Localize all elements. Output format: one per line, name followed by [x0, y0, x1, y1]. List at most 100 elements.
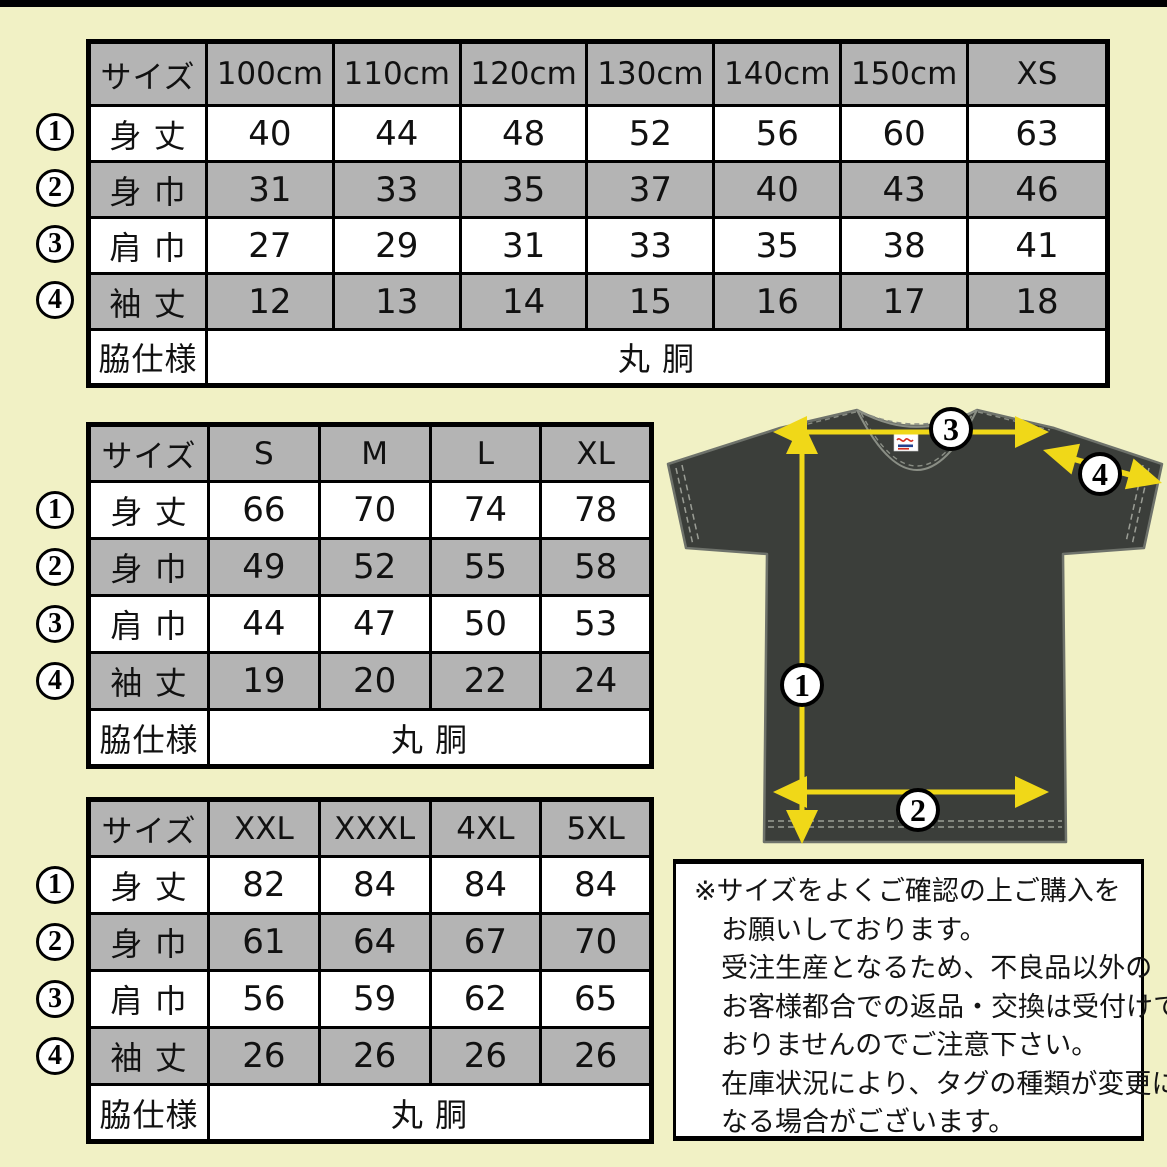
- measure-number-4: 4: [36, 1037, 74, 1075]
- value-cell: 22: [428, 651, 543, 711]
- value-cell: 64: [317, 912, 432, 972]
- measure-number-1: 1: [36, 113, 74, 151]
- measure-number-2: 2: [36, 169, 74, 207]
- value-cell: 59: [317, 969, 432, 1029]
- notice-line: 在庫状況により、タグの種類が変更に: [721, 1068, 1167, 1100]
- value-cell: 40: [712, 160, 843, 219]
- value-cell: 13: [331, 272, 462, 331]
- value-cell: 62: [428, 969, 543, 1029]
- value-cell: 46: [966, 160, 1109, 219]
- size-table-big: サイズ XXL XXXL 4XL 5XL 身 丈 82 84 84 84 身 巾 61 64 67 70 肩 …: [86, 797, 654, 1144]
- value-cell: 44: [331, 104, 462, 163]
- size-column-header: XL: [539, 423, 653, 483]
- diagram-measure-number-1: 1: [780, 663, 824, 707]
- value-cell: 43: [839, 160, 969, 219]
- value-cell: 60: [839, 104, 969, 163]
- value-cell: 31: [458, 216, 589, 275]
- size-header-label: サイズ: [87, 40, 208, 107]
- value-cell: 70: [317, 480, 432, 540]
- value-cell: 56: [207, 969, 321, 1029]
- size-table-adult: サイズ S M L XL 身 丈 66 70 74 78 身 巾 49 52 55 58 肩 巾 44 47 50 5…: [86, 422, 654, 769]
- value-cell: 24: [539, 651, 653, 711]
- footer-label-cell: 脇仕様: [87, 328, 208, 387]
- row-label-cell: 身 巾: [87, 537, 210, 597]
- value-cell: 35: [712, 216, 843, 275]
- notice-box: ※サイズをよくご確認の上ご購入を お願いしております。 受注生産となるため、不良品以…: [673, 859, 1167, 1141]
- value-cell: 49: [207, 537, 321, 597]
- value-cell: 84: [428, 855, 543, 915]
- value-cell: 20: [317, 651, 432, 711]
- top-border-bar: [0, 0, 1167, 7]
- size-column-header: 130cm: [585, 40, 716, 107]
- value-cell: 52: [317, 537, 432, 597]
- size-column-header: 110cm: [331, 40, 462, 107]
- size-column-header: L: [428, 423, 543, 483]
- value-cell: 26: [317, 1026, 432, 1086]
- value-cell: 26: [428, 1026, 543, 1086]
- notice-line: ※サイズをよくご確認の上ご購入を: [694, 876, 1121, 907]
- value-cell: 78: [539, 480, 653, 540]
- size-column-header: 4XL: [428, 798, 543, 858]
- row-label-cell: 肩 巾: [87, 969, 210, 1029]
- notice-line: お客様都合での返品・交換は受付けて: [721, 991, 1167, 1023]
- measure-number-1: 1: [36, 866, 74, 904]
- value-cell: 84: [317, 855, 432, 915]
- diagram-measure-number-4: 4: [1078, 452, 1122, 496]
- footer-value-cell: 丸 胴: [205, 328, 1109, 387]
- size-header-label: サイズ: [87, 798, 210, 858]
- diagram-measure-number-2: 2: [896, 788, 940, 832]
- measure-number-2: 2: [36, 923, 74, 961]
- row-label-cell: 身 丈: [87, 104, 208, 163]
- value-cell: 82: [207, 855, 321, 915]
- value-cell: 74: [428, 480, 543, 540]
- neck-tag: [893, 433, 919, 452]
- value-cell: 84: [539, 855, 653, 915]
- value-cell: 61: [207, 912, 321, 972]
- measure-number-3: 3: [36, 980, 74, 1018]
- size-column-header: XXL: [207, 798, 321, 858]
- value-cell: 19: [207, 651, 321, 711]
- size-column-header: M: [317, 423, 432, 483]
- value-cell: 66: [207, 480, 321, 540]
- footer-label-cell: 脇仕様: [87, 708, 210, 768]
- value-cell: 33: [331, 160, 462, 219]
- value-cell: 27: [205, 216, 335, 275]
- measure-number-2: 2: [36, 548, 74, 586]
- value-cell: 58: [539, 537, 653, 597]
- row-label-cell: 袖 丈: [87, 1026, 210, 1086]
- value-cell: 44: [207, 594, 321, 654]
- value-cell: 63: [966, 104, 1109, 163]
- size-column-header: XS: [966, 40, 1109, 107]
- measure-number-3: 3: [36, 605, 74, 643]
- value-cell: 26: [539, 1026, 653, 1086]
- row-label-cell: 身 丈: [87, 855, 210, 915]
- size-column-header: S: [207, 423, 321, 483]
- notice-line: お願いしております。: [721, 914, 987, 946]
- value-cell: 12: [205, 272, 335, 331]
- value-cell: 14: [458, 272, 589, 331]
- row-label-cell: 身 巾: [87, 160, 208, 219]
- value-cell: 18: [966, 272, 1109, 331]
- row-label-cell: 肩 巾: [87, 216, 208, 275]
- size-column-header: 140cm: [712, 40, 843, 107]
- size-column-header: 150cm: [839, 40, 969, 107]
- footer-label-cell: 脇仕様: [87, 1083, 210, 1143]
- value-cell: 65: [539, 969, 653, 1029]
- value-cell: 35: [458, 160, 589, 219]
- value-cell: 38: [839, 216, 969, 275]
- size-column-header: XXXL: [317, 798, 432, 858]
- measure-number-4: 4: [36, 662, 74, 700]
- row-label-cell: 身 丈: [87, 480, 210, 540]
- row-label-cell: 袖 丈: [87, 651, 210, 711]
- notice-line: おりませんのでご注意下さい。: [721, 1030, 1099, 1061]
- value-cell: 41: [966, 216, 1109, 275]
- value-cell: 40: [205, 104, 335, 163]
- value-cell: 31: [205, 160, 335, 219]
- size-header-label: サイズ: [87, 423, 210, 483]
- diagram-measure-number-3: 3: [929, 407, 973, 451]
- value-cell: 47: [317, 594, 432, 654]
- measure-number-1: 1: [36, 491, 74, 529]
- value-cell: 53: [539, 594, 653, 654]
- value-cell: 37: [585, 160, 716, 219]
